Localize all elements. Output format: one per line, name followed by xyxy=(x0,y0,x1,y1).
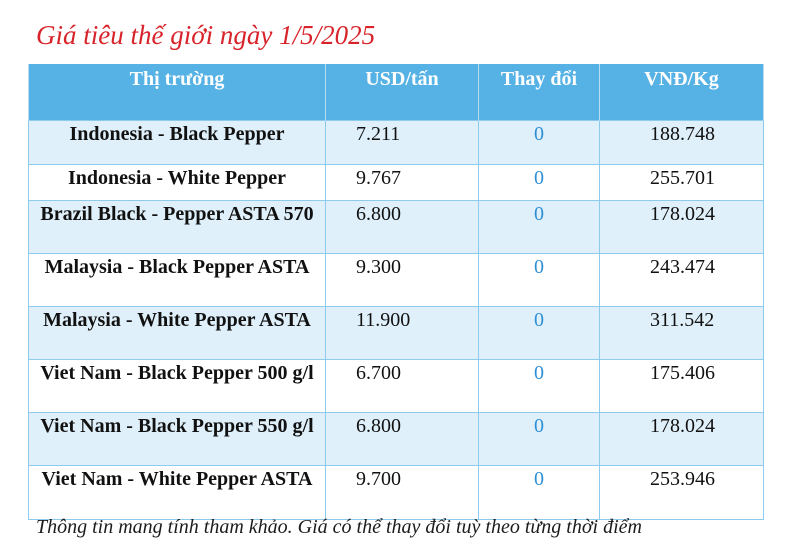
header-change: Thay đổi xyxy=(478,64,600,121)
usd-cell: 6.800 xyxy=(325,200,479,254)
usd-cell: 7.211 xyxy=(325,120,479,165)
table-row: Viet Nam - White Pepper ASTA 9.700 0 253… xyxy=(28,465,764,520)
market-cell: Malaysia - White Pepper ASTA xyxy=(28,306,326,360)
change-cell: 0 xyxy=(478,359,600,413)
usd-cell: 11.900 xyxy=(325,306,479,360)
market-cell: Viet Nam - Black Pepper 500 g/l xyxy=(28,359,326,413)
change-cell: 0 xyxy=(478,200,600,254)
header-vnd: VNĐ/Kg xyxy=(599,64,764,121)
vnd-cell: 188.748 xyxy=(599,120,764,165)
vnd-cell: 178.024 xyxy=(599,200,764,254)
market-cell: Viet Nam - Black Pepper 550 g/l xyxy=(28,412,326,466)
table-row: Brazil Black - Pepper ASTA 570 6.800 0 1… xyxy=(28,200,764,254)
table-row: Indonesia - Black Pepper 7.211 0 188.748 xyxy=(28,120,764,165)
table-row: Viet Nam - Black Pepper 500 g/l 6.700 0 … xyxy=(28,359,764,413)
vnd-cell: 178.024 xyxy=(599,412,764,466)
page-title: Giá tiêu thế giới ngày 1/5/2025 xyxy=(36,20,376,50)
usd-cell: 9.300 xyxy=(325,253,479,307)
pepper-price-table: Thị trường USD/tấn Thay đổi VNĐ/Kg Indon… xyxy=(28,64,764,520)
change-cell: 0 xyxy=(478,465,600,520)
table-row: Indonesia - White Pepper 9.767 0 255.701 xyxy=(28,164,764,201)
change-cell: 0 xyxy=(478,164,600,201)
vnd-cell: 311.542 xyxy=(599,306,764,360)
vnd-cell: 255.701 xyxy=(599,164,764,201)
header-market: Thị trường xyxy=(28,64,326,121)
market-cell: Indonesia - White Pepper xyxy=(28,164,326,201)
usd-cell: 9.767 xyxy=(325,164,479,201)
disclaimer-note: Thông tin mang tính tham khảo. Giá có th… xyxy=(36,516,642,538)
usd-cell: 9.700 xyxy=(325,465,479,520)
market-cell: Malaysia - Black Pepper ASTA xyxy=(28,253,326,307)
table-header-row: Thị trường USD/tấn Thay đổi VNĐ/Kg xyxy=(28,64,764,121)
change-cell: 0 xyxy=(478,253,600,307)
market-cell: Brazil Black - Pepper ASTA 570 xyxy=(28,200,326,254)
table-row: Malaysia - White Pepper ASTA 11.900 0 31… xyxy=(28,306,764,360)
vnd-cell: 253.946 xyxy=(599,465,764,520)
usd-cell: 6.700 xyxy=(325,359,479,413)
change-cell: 0 xyxy=(478,120,600,165)
header-usd: USD/tấn xyxy=(325,64,479,121)
change-cell: 0 xyxy=(478,306,600,360)
table-row: Malaysia - Black Pepper ASTA 9.300 0 243… xyxy=(28,253,764,307)
change-cell: 0 xyxy=(478,412,600,466)
market-cell: Viet Nam - White Pepper ASTA xyxy=(28,465,326,520)
usd-cell: 6.800 xyxy=(325,412,479,466)
market-cell: Indonesia - Black Pepper xyxy=(28,120,326,165)
vnd-cell: 243.474 xyxy=(599,253,764,307)
vnd-cell: 175.406 xyxy=(599,359,764,413)
table-row: Viet Nam - Black Pepper 550 g/l 6.800 0 … xyxy=(28,412,764,466)
